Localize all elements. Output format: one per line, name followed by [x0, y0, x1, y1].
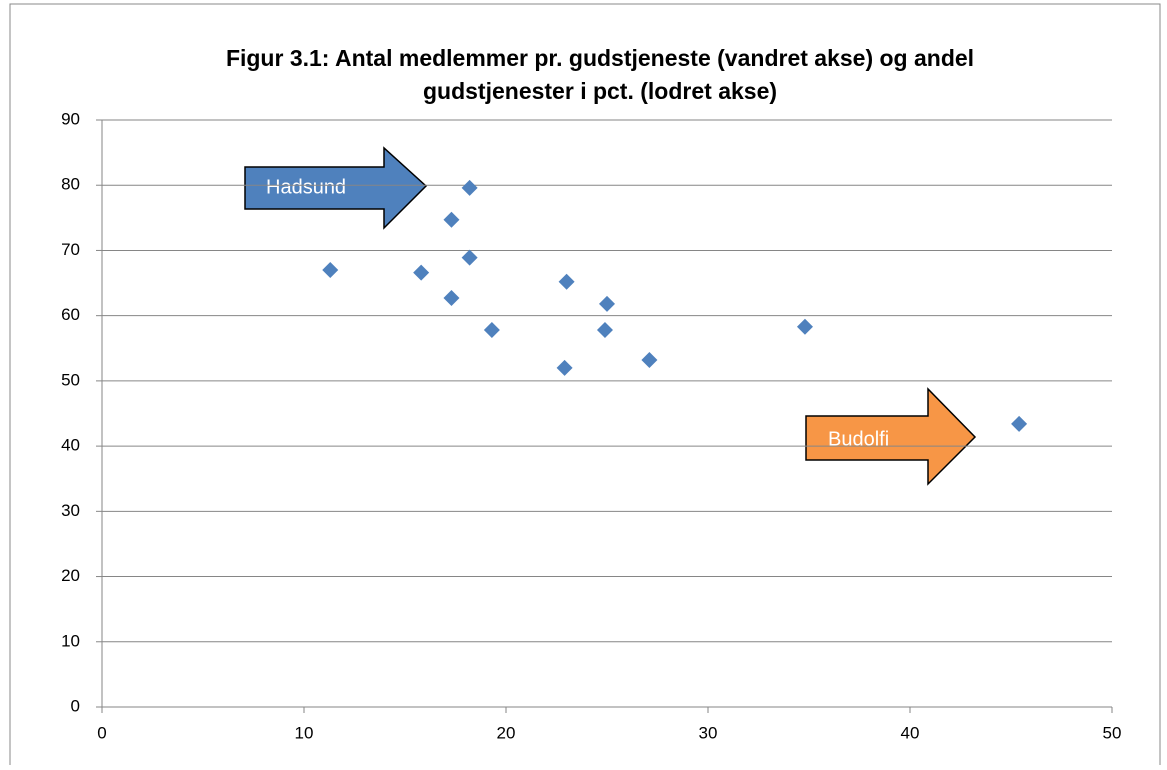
annotation: Budolfi: [828, 428, 889, 450]
y-tick-label: 40: [61, 436, 80, 455]
x-tick-label: 0: [97, 723, 106, 742]
point: [596, 322, 613, 339]
point: [413, 264, 430, 281]
point: [322, 262, 339, 279]
y-tick-label: 10: [61, 631, 80, 650]
x-tick-label: 30: [699, 723, 718, 742]
y-tick-label: 0: [71, 696, 80, 715]
x-tick-label: 10: [295, 723, 314, 742]
y-tick-label: 70: [61, 240, 80, 259]
x-tick-label: 40: [901, 723, 920, 742]
arrow-annotation: [805, 387, 977, 486]
point: [461, 249, 478, 266]
arrow-annotation: [244, 146, 428, 230]
point: [483, 322, 500, 339]
y-tick-label: 50: [61, 370, 80, 389]
chart-title: Figur 3.1: Antal medlemmer pr. gudstjene…: [226, 45, 974, 71]
y-tick-label: 80: [61, 175, 80, 194]
y-tick-label: 20: [61, 566, 80, 585]
point: [796, 318, 813, 335]
point: [461, 179, 478, 196]
chart-frame: [9, 3, 1161, 770]
y-tick-label: 90: [61, 109, 80, 128]
point: [443, 290, 460, 307]
y-tick-label: 30: [61, 501, 80, 520]
x-tick-label: 50: [1103, 723, 1122, 742]
point: [556, 359, 573, 376]
y-tick-label: 60: [61, 305, 80, 324]
point: [558, 273, 575, 290]
point: [1011, 415, 1028, 432]
chart-title: gudstjenester i pct. (lodret akse): [423, 78, 777, 104]
point: [599, 295, 615, 312]
x-tick-label: 20: [497, 723, 516, 742]
point: [443, 211, 460, 228]
annotation: Hadsund: [266, 176, 346, 198]
point: [641, 352, 658, 369]
